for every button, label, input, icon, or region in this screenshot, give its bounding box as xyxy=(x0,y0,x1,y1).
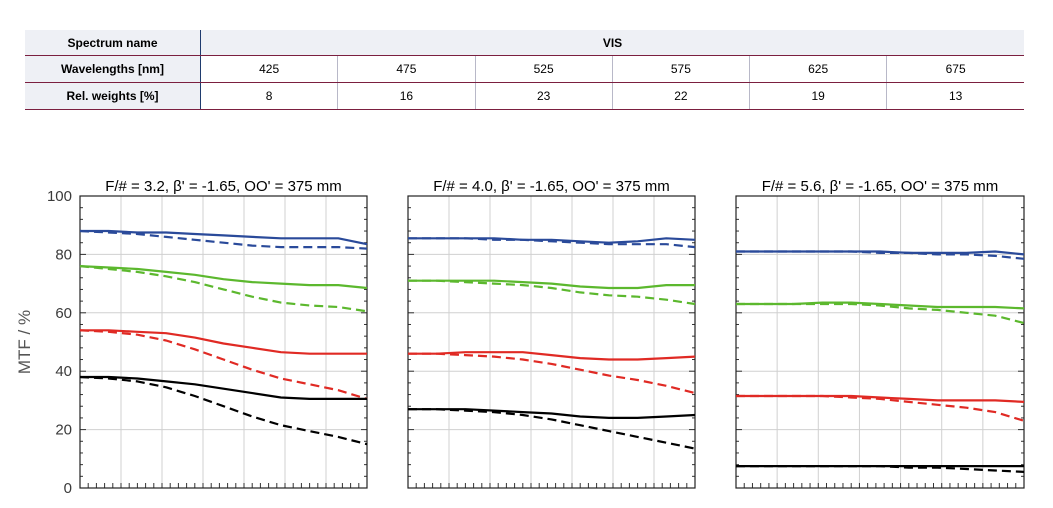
chart-title: F/# = 5.6, β' = -1.65, OO' = 375 mm xyxy=(762,178,999,195)
series-line-green-dashed xyxy=(736,302,1025,325)
series-line-red-dashed xyxy=(79,329,368,400)
series-line-blue-solid xyxy=(80,229,368,246)
weight-cell: 22 xyxy=(612,82,751,110)
y-tick-label: 0 xyxy=(64,480,72,497)
plot-frame xyxy=(407,195,696,489)
wavelength-cell: 525 xyxy=(475,55,613,83)
y-tick-label: 20 xyxy=(55,422,72,439)
weight-cell: 23 xyxy=(475,82,613,110)
y-tick-label: 80 xyxy=(55,246,72,263)
spectrum-name-value: VIS xyxy=(200,30,1024,56)
series-line-black-dashed xyxy=(408,408,696,450)
chart-title: F/# = 4.0, β' = -1.65, OO' = 375 mm xyxy=(433,178,670,195)
series-line-red-dashed xyxy=(408,352,696,395)
y-tick-label: 60 xyxy=(55,305,72,322)
wavelength-label: Wavelengths [nm] xyxy=(25,55,201,83)
plot-frame xyxy=(79,195,368,489)
wavelength-cell: 625 xyxy=(749,55,888,83)
series-line-red-dashed xyxy=(736,394,1025,422)
series-line-blue-dashed xyxy=(408,237,696,249)
weight-cell: 16 xyxy=(337,82,476,110)
plot-frame xyxy=(735,195,1025,489)
weight-cell: 8 xyxy=(200,82,339,110)
weights-row: Rel. weights [%] 8 16 23 22 19 13 xyxy=(25,82,1024,110)
spectrum-table: Spectrum name VIS Wavelengths [nm] 425 4… xyxy=(25,30,1024,110)
spectrum-name-label: Spectrum name xyxy=(25,30,201,56)
y-tick-label: 100 xyxy=(47,188,72,205)
series-line-red-solid xyxy=(80,329,367,355)
wavelength-row: Wavelengths [nm] 425 475 525 575 625 675 xyxy=(25,55,1024,83)
wavelength-cell: 675 xyxy=(886,55,1024,83)
spectrum-row: Spectrum name VIS xyxy=(25,30,1024,56)
chart-title: F/# = 3.2, β' = -1.65, OO' = 375 mm xyxy=(105,178,342,195)
weights-label: Rel. weights [%] xyxy=(25,82,201,110)
wavelength-cell: 425 xyxy=(200,55,339,83)
series-line-green-solid xyxy=(79,265,368,290)
weight-cell: 19 xyxy=(749,82,888,110)
series-line-black-dashed xyxy=(79,375,368,446)
series-line-red-solid xyxy=(408,351,696,361)
series-line-black-solid xyxy=(80,375,367,400)
y-tick-label: 40 xyxy=(55,363,72,380)
weight-cell: 13 xyxy=(886,82,1024,110)
wavelength-cell: 575 xyxy=(612,55,751,83)
series-line-blue-dashed xyxy=(79,229,368,250)
series-line-blue-dashed xyxy=(736,250,1025,260)
series-line-green-dashed xyxy=(408,279,696,306)
series-line-black-dashed xyxy=(736,465,1025,473)
y-axis-label: MTF / % xyxy=(15,310,34,374)
series-line-green-dashed xyxy=(79,265,368,313)
wavelength-cell: 475 xyxy=(337,55,476,83)
